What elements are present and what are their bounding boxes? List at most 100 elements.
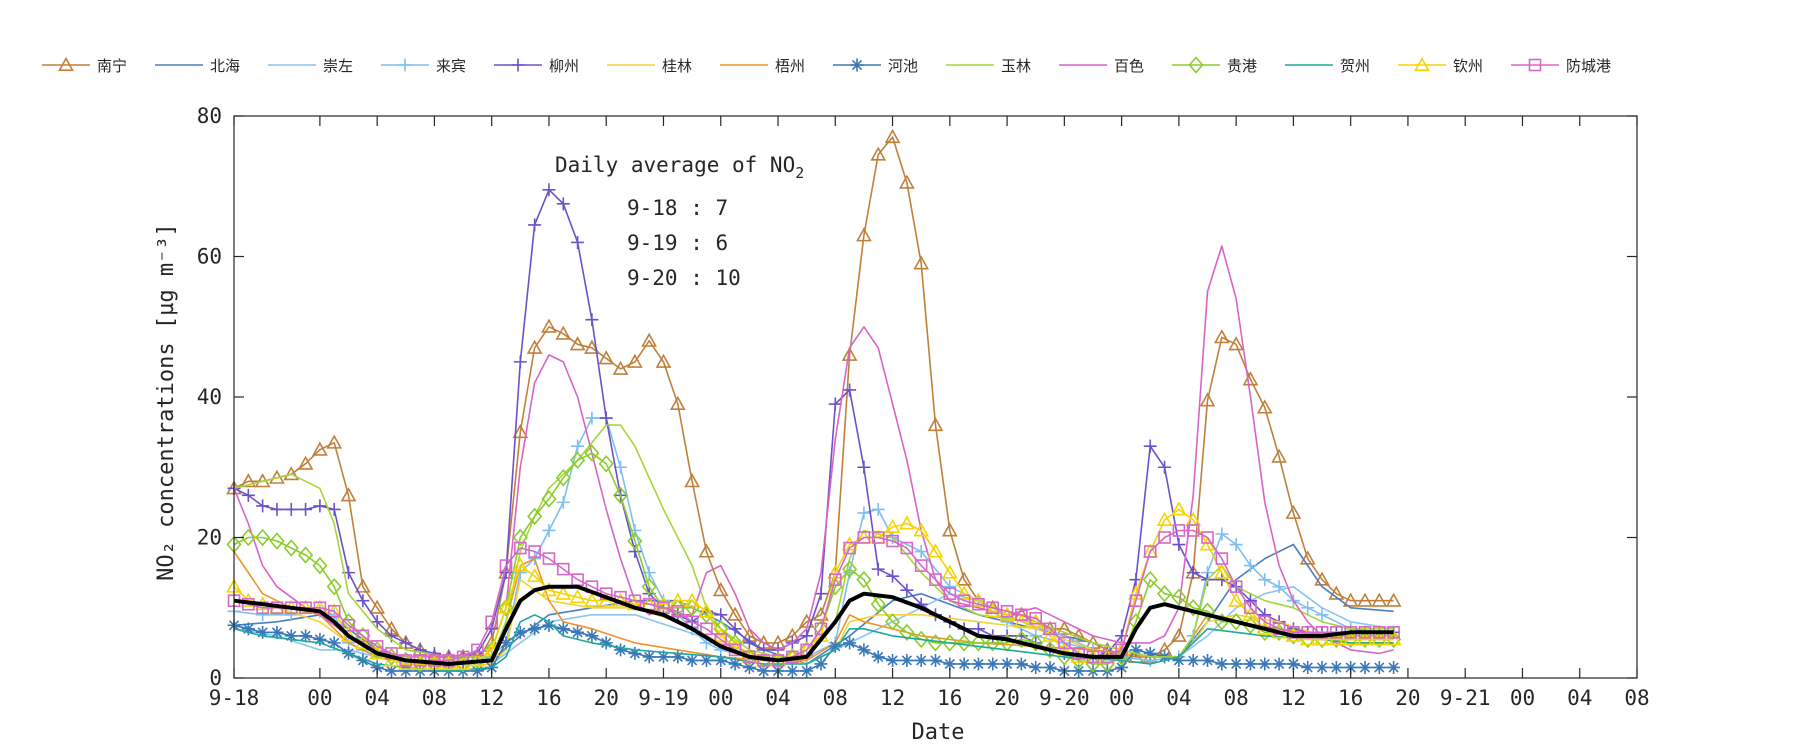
data-point [512, 557, 529, 572]
data-point [1029, 660, 1043, 674]
data-point [857, 531, 871, 544]
data-point [1315, 660, 1329, 674]
data-point [1342, 592, 1359, 607]
data-point [941, 522, 958, 537]
data-point [1000, 604, 1014, 618]
data-point [498, 599, 514, 614]
data-point [498, 599, 514, 617]
data-point [541, 318, 557, 333]
data-point [1299, 631, 1316, 646]
data-point [986, 601, 1000, 615]
annotation-line-1: 9-18 : 7 [627, 196, 728, 220]
data-point [828, 573, 842, 586]
data-point [384, 664, 398, 678]
data-point [900, 653, 914, 667]
legend-label: 贺州 [1340, 57, 1370, 75]
series-line-防城港 [227, 524, 1400, 667]
data-point [528, 218, 542, 232]
series-line-average [233, 584, 1394, 666]
data-point [526, 339, 543, 354]
data-point [399, 664, 413, 678]
data-point [1299, 550, 1316, 565]
daily-average-annotation: Daily average of NO2 9-18 : 7 9-19 : 6 9… [555, 153, 804, 290]
data-point [1185, 599, 1201, 617]
data-point [827, 577, 843, 596]
legend-item-贺州: 贺州 [1285, 57, 1370, 75]
y-tick-label: 80 [197, 104, 222, 128]
x-tick-label: 20 [1395, 686, 1420, 710]
data-point [913, 522, 930, 537]
data-point [843, 383, 857, 397]
data-point [1028, 634, 1044, 652]
data-point [870, 146, 887, 161]
data-point [841, 346, 858, 361]
x-tick-label: 12 [1281, 686, 1306, 710]
data-point [1201, 653, 1215, 667]
data-point [1143, 439, 1157, 453]
x-tick-label: 00 [1510, 686, 1535, 710]
data-point [585, 629, 599, 643]
data-point [828, 397, 842, 411]
legend-item-桂林: 桂林 [607, 57, 692, 75]
data-point [356, 594, 370, 608]
data-point [886, 569, 900, 583]
x-tick-label: 9-19 [638, 686, 689, 710]
data-point [1358, 660, 1372, 674]
data-point [943, 587, 957, 601]
data-point [312, 441, 328, 456]
legend-label: 百色 [1114, 57, 1144, 75]
data-point [541, 490, 557, 508]
series-path [233, 584, 1394, 666]
legend-label: 北海 [210, 57, 240, 75]
data-point [499, 636, 513, 650]
data-point [1343, 630, 1359, 649]
data-point [297, 455, 314, 470]
data-point [585, 313, 599, 327]
data-point [900, 583, 914, 597]
legend-item-贵港: 贵港 [1172, 56, 1257, 75]
data-point [397, 655, 414, 670]
data-point [884, 518, 901, 533]
data-point [943, 657, 957, 671]
data-point [641, 577, 657, 596]
data-point [1229, 657, 1243, 671]
data-point [555, 469, 571, 487]
data-point [742, 660, 756, 674]
data-point [971, 622, 985, 636]
data-point [1014, 657, 1028, 671]
data-point [256, 499, 270, 513]
data-point [927, 543, 944, 558]
data-point [814, 657, 828, 671]
legend-item-柳州: 柳州 [494, 57, 579, 75]
data-point [871, 531, 885, 544]
legend-label: 河池 [888, 57, 918, 75]
data-point [1158, 531, 1171, 544]
data-point [598, 350, 615, 365]
data-point [526, 567, 543, 583]
data-point [283, 539, 299, 557]
data-point [1199, 602, 1216, 620]
data-point [757, 664, 771, 678]
data-point [299, 629, 313, 643]
data-point [511, 58, 525, 72]
data-point [1215, 552, 1229, 565]
data-point [929, 653, 942, 667]
data-point [1213, 329, 1230, 344]
data-point [284, 629, 298, 643]
data-point [698, 543, 715, 558]
data-point [1142, 570, 1158, 589]
data-point [470, 664, 484, 678]
data-point [1344, 660, 1358, 674]
data-point [1301, 601, 1315, 615]
data-point [1229, 538, 1243, 552]
data-point [628, 646, 642, 660]
data-point [1201, 531, 1214, 544]
legend-item-百色: 百色 [1059, 57, 1144, 75]
legend-label: 贵港 [1227, 57, 1257, 75]
data-point [1385, 631, 1402, 646]
data-point [569, 589, 586, 604]
data-point [313, 499, 327, 513]
data-point [1285, 504, 1302, 519]
data-point [269, 532, 285, 550]
y-axis-title: NO₂ concentrations [µg m⁻³] [154, 223, 179, 581]
